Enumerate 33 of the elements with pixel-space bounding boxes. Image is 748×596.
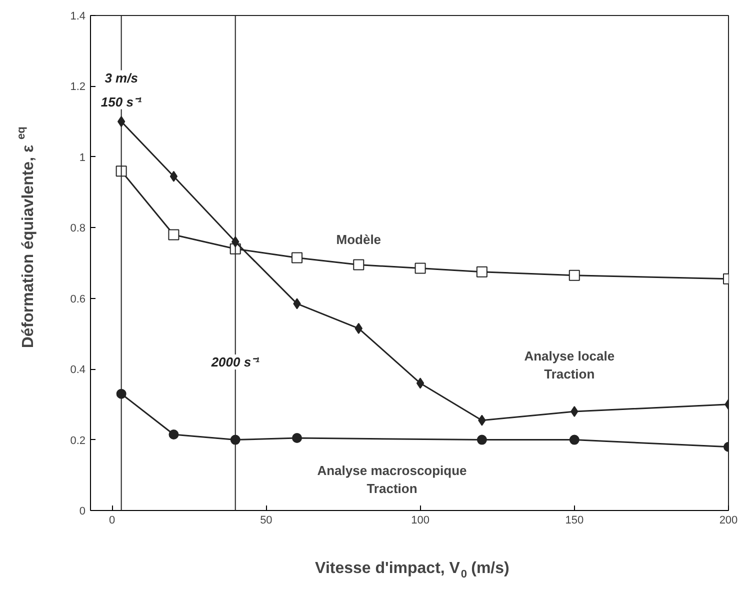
point [568,270,580,281]
point [353,259,364,270]
point [476,266,488,278]
x-tick-label: 0 [109,514,116,526]
point [170,170,178,182]
point [414,262,426,274]
series-label: Modèle [336,232,382,247]
y-tick-label: 1.2 [70,81,86,94]
series-label: Analyse macroscopique Traction [317,463,467,496]
y-tick-label: 0.8 [70,222,86,235]
y-tick-label: 0.2 [70,434,86,447]
point [292,433,302,444]
point [569,434,580,445]
point [416,378,424,389]
point [116,166,127,177]
ref-line-label: 2000 s⁻¹ [210,354,260,370]
y-tick-label: 1.4 [70,10,86,22]
point [292,252,302,264]
x-tick-label: 150 [565,514,584,526]
y-tick-label: 1 [79,152,86,164]
text: Analyse locale Traction [524,348,615,382]
ref-line-label: 3 m/s 150 s⁻¹ [100,70,142,110]
y-axis-title: Déformation équiavlente, ε eq [16,126,37,348]
x-tick-label: 200 [719,514,738,526]
x-tick-label: 50 [260,514,272,526]
point [476,434,487,445]
y-tick-label: 0.6 [70,293,86,306]
point [168,229,180,240]
x-tick-label: 100 [411,514,430,526]
y-tick-label: 0.4 [70,364,86,376]
y-tick-label: 0 [79,506,86,518]
point [168,429,179,440]
point [570,406,578,417]
